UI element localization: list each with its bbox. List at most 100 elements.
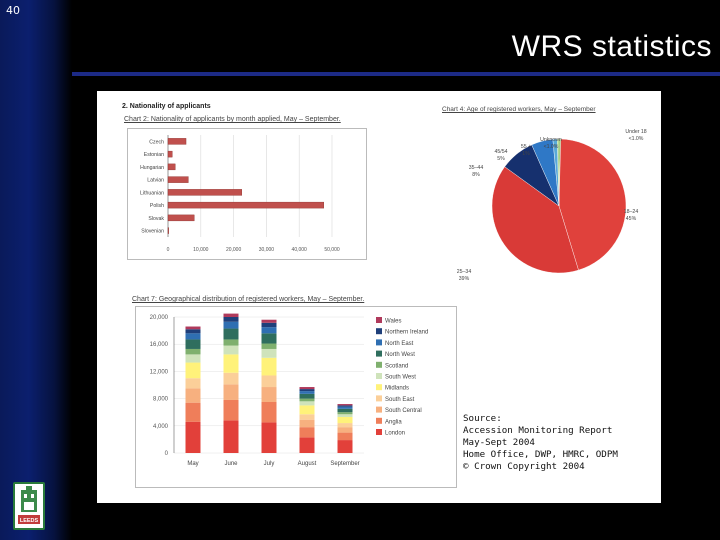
chart7-bar-segment	[299, 419, 315, 428]
chart7-bar-segment	[223, 313, 239, 317]
chart7-x-tick-label: June	[224, 461, 238, 467]
slide-number: 40	[6, 4, 20, 17]
chart4-slice-label: 8%	[472, 172, 480, 178]
chart7-bar-segment	[261, 327, 277, 334]
chart7-legend-swatch	[376, 350, 382, 357]
chart2-x-tick-label: 0	[167, 247, 170, 253]
chart4-slice-label: 55 +	[521, 144, 531, 150]
chart2-title: Chart 2: Nationality of applicants by mo…	[124, 116, 341, 123]
chart7-bar-segment	[337, 432, 353, 441]
chart7-legend-swatch	[376, 429, 382, 435]
chart4-slice-label: 39%	[459, 276, 470, 282]
chart7-bar-segment	[337, 423, 353, 428]
chart7-bar-segment	[261, 375, 277, 388]
chart2-x-tick-label: 40,000	[292, 247, 308, 253]
chart4-slice	[491, 166, 579, 274]
chart7-bar-segment	[261, 319, 277, 323]
chart2-frame: 0 10,000 20,000 30,000 40,000 50,000 Czech Esto…	[127, 128, 367, 260]
chart7-bar-segment	[261, 322, 277, 328]
chart2-category-label: Latvian	[147, 178, 164, 184]
chart7-bar-segment	[337, 408, 353, 413]
chart7-bar-segment	[337, 404, 353, 406]
chart7-bar-segment	[261, 348, 277, 358]
chart7-svg: 0 4,000 8,000 12,000 16,000 20,000 May June July…	[150, 313, 428, 467]
chart2-bar	[167, 150, 173, 158]
chart7-legend-swatch	[376, 406, 382, 413]
chart4-slice-label: 45%	[626, 216, 637, 222]
chart4-slice	[557, 138, 560, 207]
chart7-legend-swatch	[376, 328, 382, 335]
chart7-bar-segment	[223, 321, 239, 329]
leeds-crest-icon: LEEDS	[17, 486, 41, 526]
chart2-category-label: Lithuanian	[140, 190, 164, 196]
chart7-legend-label: South East	[385, 397, 415, 403]
chart7-legend-swatch	[376, 417, 382, 424]
chart7-bar-segment	[185, 348, 201, 355]
chart7-bar-segment	[261, 402, 277, 423]
source-line: Home Office, DWP, HMRC, ODPM	[463, 449, 618, 460]
source-block: Source: Accession Monitoring Report May-…	[463, 413, 618, 473]
source-line: May-Sept 2004	[463, 437, 535, 448]
chart7-bar-segment	[299, 427, 315, 438]
chart2-bar	[167, 227, 169, 234]
chart7-bar-segment	[185, 339, 201, 349]
chart4-svg: Under 18<1.0%18–2445%25–3439%35–448%45/5…	[457, 129, 647, 282]
chart7-bar-segment	[299, 405, 315, 415]
chart7-frame: 0 4,000 8,000 12,000 16,000 20,000 May June July…	[135, 306, 457, 488]
chart7-legend-label: Scotland	[385, 363, 408, 369]
chart2-bar	[167, 189, 243, 196]
section-heading: 2. Nationality of applicants	[122, 103, 211, 110]
chart7-bar-segment	[185, 421, 201, 453]
chart7-bar-segment	[223, 372, 239, 385]
chart4-slice-label: 18–24	[624, 209, 639, 215]
chart2-category-label: Estonian	[144, 152, 164, 158]
chart2-svg: 0 10,000 20,000 30,000 40,000 50,000 Czech Esto…	[140, 135, 340, 253]
left-accent-bar	[0, 0, 72, 540]
chart7-x-tick-label: May	[187, 461, 198, 467]
chart7-legend-label: Northern Ireland	[385, 330, 428, 336]
chart7-x-tick-label: September	[330, 461, 359, 467]
chart7-legend-label: Anglia	[385, 419, 402, 425]
chart7-bar-segment	[223, 384, 239, 400]
chart2-x-tick-label: 10,000	[193, 247, 209, 253]
chart4-slice-label: 5%	[497, 156, 505, 162]
chart7-bar-segment	[261, 333, 277, 344]
title-rule	[72, 72, 720, 76]
chart7-legend-label: Wales	[385, 319, 401, 325]
chart7-legend-label: North East	[385, 341, 414, 347]
chart7-bar-segment	[337, 427, 353, 433]
chart7-bar-segment	[223, 420, 239, 453]
chart7-bar-segment	[261, 343, 277, 349]
chart2-x-tick-label: 20,000	[226, 247, 242, 253]
chart2-category-label: Polish	[150, 203, 164, 209]
chart7-legend-label: North West	[385, 352, 415, 358]
chart7-legend-label: London	[385, 431, 405, 437]
chart7-x-tick-label: July	[264, 461, 275, 467]
chart4-title: Chart 4: Age of registered workers, May …	[442, 106, 596, 113]
chart7-bar-segment	[223, 339, 239, 346]
content-panel: 2. Nationality of applicants Chart 2: Na…	[97, 91, 661, 503]
chart2-bar	[167, 176, 189, 183]
chart7-bar-segment	[337, 405, 353, 407]
chart7-legend-label: South Central	[385, 408, 422, 414]
chart7-bar-segment	[299, 389, 315, 392]
chart7-bar-segment	[185, 362, 201, 379]
chart7-bar-segment	[223, 317, 239, 322]
chart2-bar	[167, 138, 187, 145]
source-line: Source:	[463, 413, 502, 424]
chart7-bar-segment	[299, 414, 315, 420]
chart7-bar-segment	[185, 326, 201, 330]
chart2-category-label: Slovenian	[141, 229, 164, 235]
source-line: Accession Monitoring Report	[463, 425, 613, 436]
chart4-slice	[558, 138, 627, 271]
chart7-y-tick-label: 0	[165, 451, 169, 457]
chart7-legend-swatch	[376, 317, 382, 323]
chart2-category-label: Hungarian	[140, 165, 164, 171]
chart7-y-tick-label: 12,000	[150, 369, 169, 375]
chart7-y-tick-label: 8,000	[153, 397, 169, 403]
chart2-category-label: Czech	[149, 139, 164, 145]
chart7-legend-swatch	[376, 373, 382, 379]
chart7-legend-label: Midlands	[385, 386, 409, 392]
chart4-slice-label: Unknown	[540, 137, 562, 143]
chart7-legend-label: South West	[385, 375, 416, 381]
